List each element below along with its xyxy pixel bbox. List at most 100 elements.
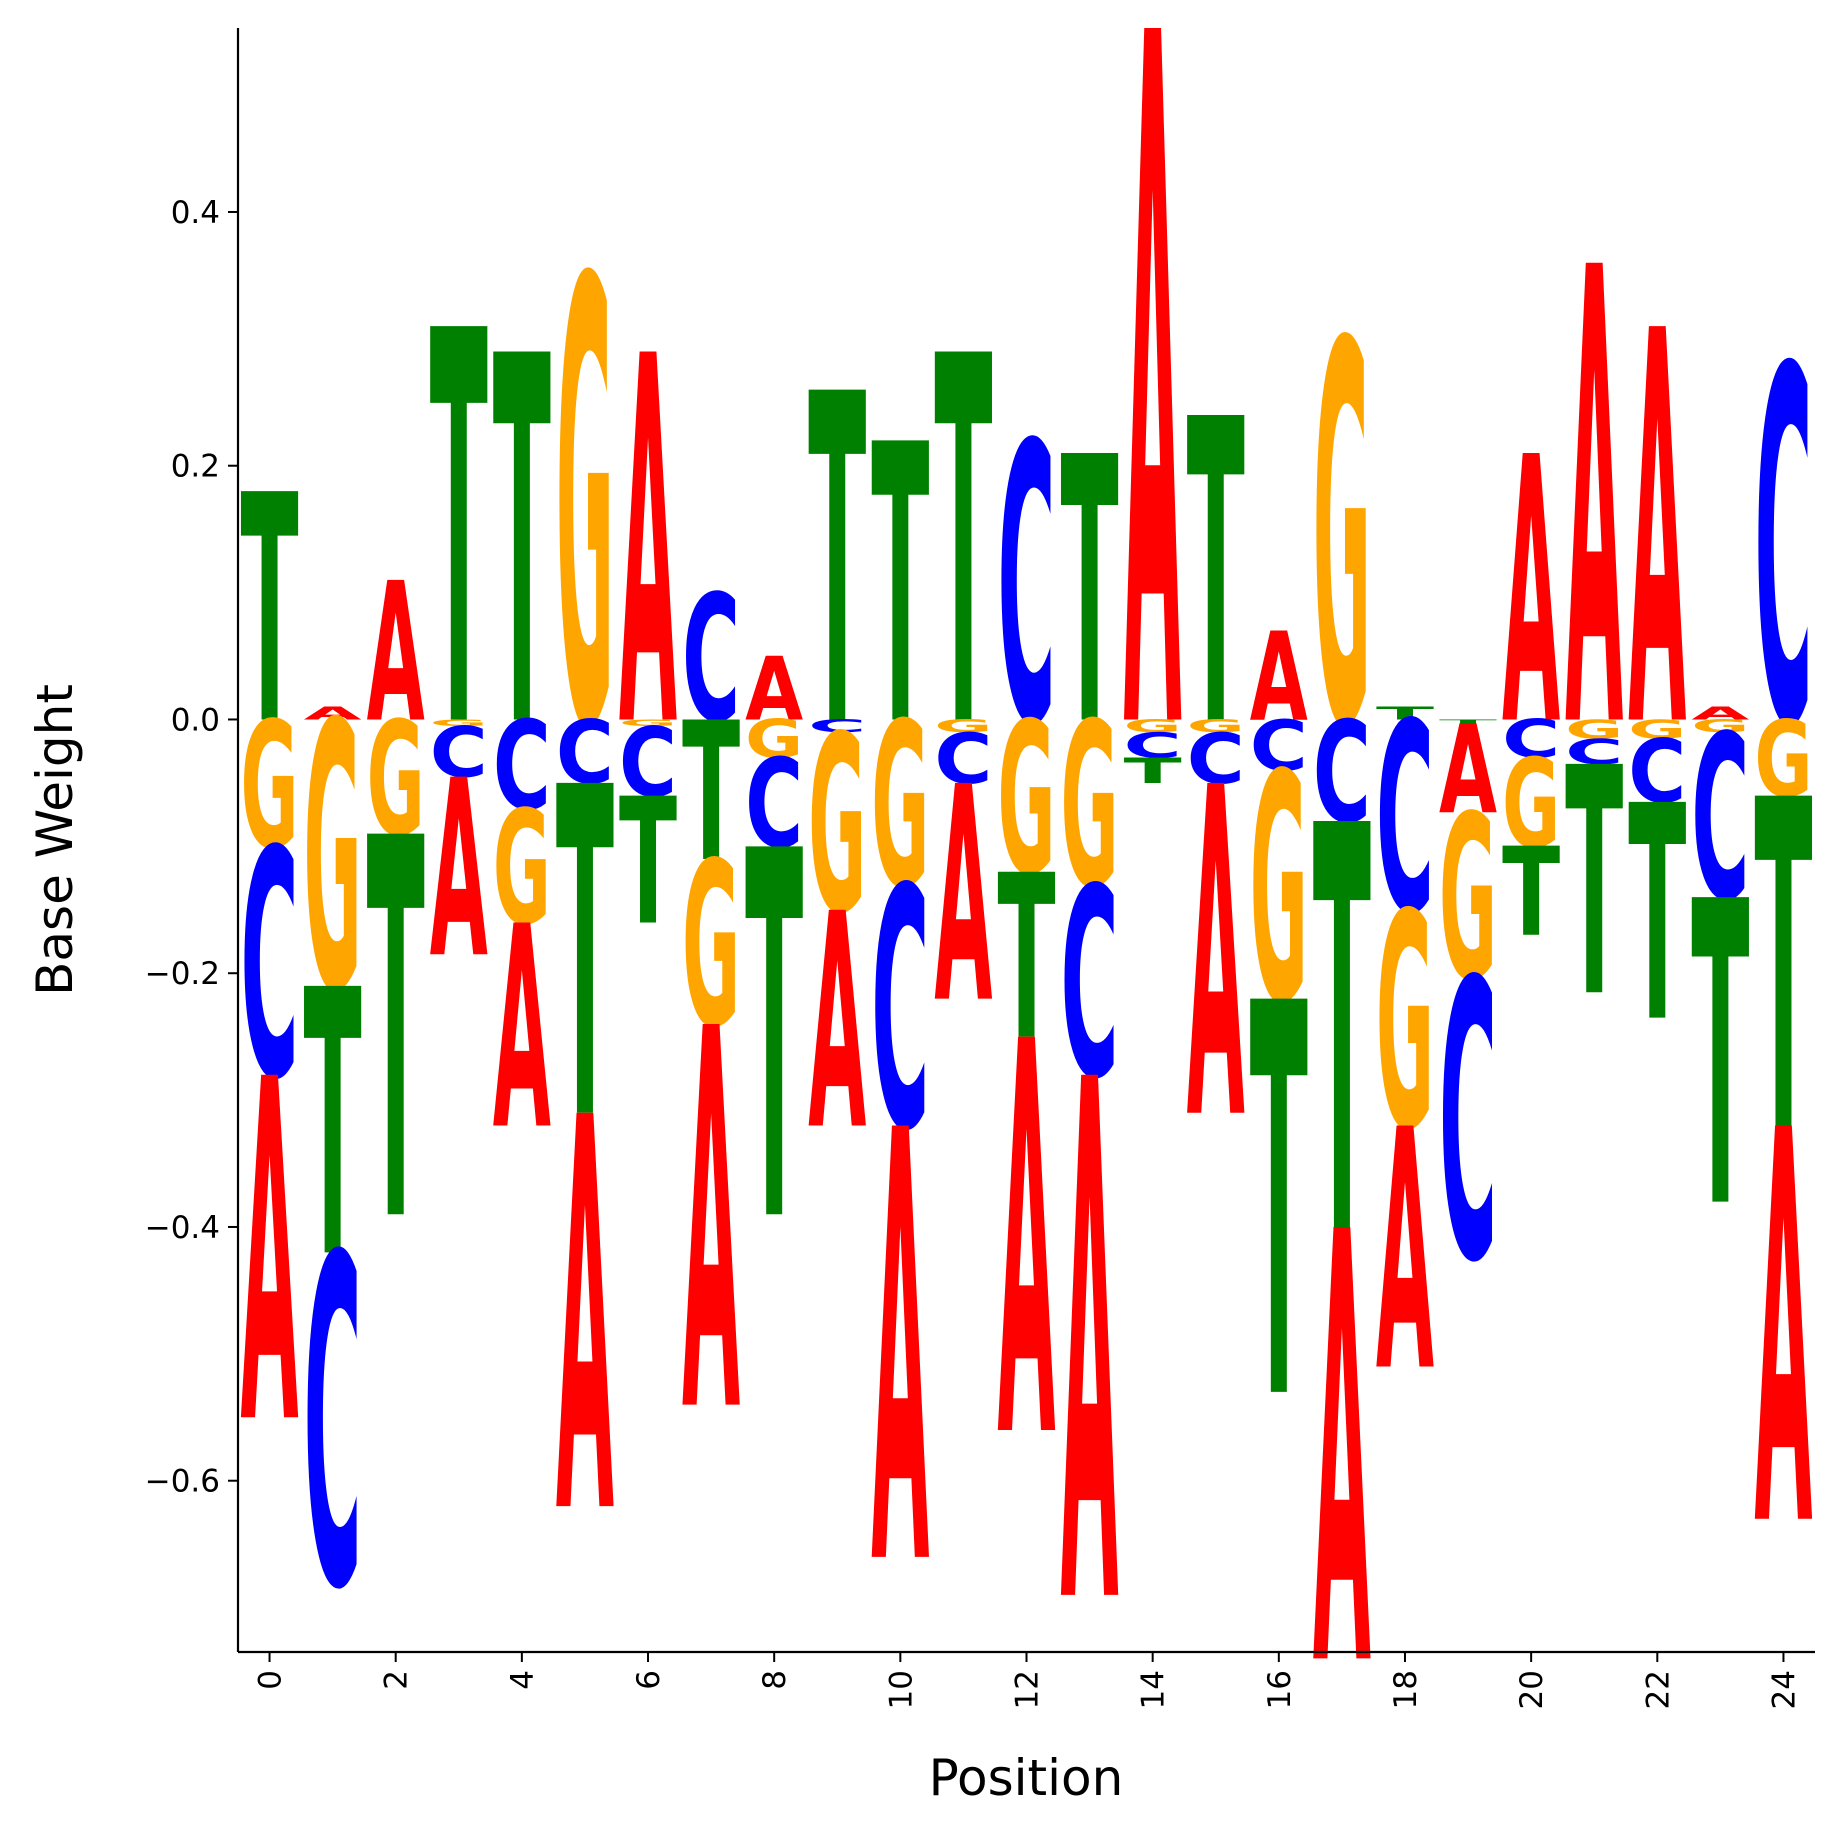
logo-letter-T: T [871,366,929,811]
logo-letter-C: C [241,784,299,1149]
logo-letter-G: G [745,709,803,770]
logo-letter-G: G [871,674,929,939]
logo-letter-A: A [745,640,803,741]
y-tick-label: 0.0 [171,702,220,738]
y-tick-label: −0.4 [145,1210,220,1246]
logo-letter-C: C [1502,709,1560,770]
logo-letter-G: G [1061,674,1119,939]
logo-letter-C: C [430,712,488,793]
logo-letter-G: G [304,649,362,1074]
x-axis-title: Position [929,1749,1124,1807]
x-tick-label: 6 [631,1670,667,1690]
logo-letter-A: A [1628,218,1687,847]
logo-letter-A: A [1691,703,1749,723]
logo-letter-T: T [745,747,804,1334]
logo-letter-C: C [1376,669,1434,972]
logo-letter-T: T [1565,703,1623,1067]
logo-letter-T: T [241,430,299,794]
logo-letter-C: C [745,735,803,876]
logo-letter-A: A [1124,0,1183,944]
logo-letter-A: A [1187,694,1246,1220]
logo-letter-C: C [1754,269,1812,836]
logo-letter-C: C [1628,721,1686,823]
y-axis-title: Base Weight [26,684,84,996]
logo-letter-C: C [493,697,551,838]
logo-letter-A: A [808,851,866,1195]
logo-letter-G: G [682,813,740,1078]
logo-letter-A: A [997,928,1056,1557]
logo-letter-G: G [1628,714,1686,744]
logo-letter-A: A [1061,932,1120,1763]
logo-letter-G: G [1439,766,1497,1031]
logo-letter-G: G [1250,708,1308,1074]
logo-letter-T: T [304,914,362,1340]
x-tick-label: 20 [1514,1670,1550,1709]
logo-letter-A: A [556,1005,615,1634]
logo-letter-C: C [1565,732,1623,772]
logo-letter-A: A [619,252,678,840]
logo-letter-T: T [367,731,426,1338]
logo-letter-G: G [1502,735,1560,876]
x-tick-label: 0 [253,1670,289,1690]
x-tick-label: 8 [757,1670,793,1690]
logo-letter-G: G [997,677,1055,921]
logo-letter-G: G [1691,716,1749,736]
logo-letter-T: T [1754,706,1813,1233]
logo-letter-T: T [430,221,489,848]
logo-letter-C: C [1691,687,1749,950]
logo-letters: TGCAAGTCAGTTGCATCGAGCTAAGCTCTGAAGCTTCGAT… [241,0,1813,1799]
logo-letter-T: T [1439,719,1497,725]
logo-letter-A: A [1565,140,1624,869]
logo-letter-A: A [1754,1017,1813,1646]
logo-letter-C: C [682,559,740,761]
x-tick-label: 16 [1262,1670,1298,1709]
logo-letter-G: G [241,686,299,888]
logo-letter-T: T [1628,744,1686,1088]
logo-letter-A: A [1376,1059,1434,1445]
logo-letter-G: G [556,156,614,864]
logo-letter-G: G [1376,850,1434,1195]
logo-letter-C: C [556,702,614,804]
x-ticks: 0 2 4 6 8 10 12 14 16 18 20 22 24 [253,1652,1802,1709]
logo-letter-T: T [556,693,615,1220]
logo-letter-G: G [934,716,992,736]
logo-letter-A: A [934,724,992,1068]
logo-letter-T: T [493,252,552,839]
logo-letter-T: T [934,252,993,839]
logo-letter-G: G [1313,235,1371,843]
logo-letter-G: G [430,718,488,728]
logo-letter-C: C [1124,726,1182,766]
logo-letter-C: C [1439,902,1497,1348]
logo-letter-T: T [682,681,740,905]
logo-letter-G: G [1187,716,1245,736]
logo-letter-G: G [1754,700,1812,822]
x-tick-label: 10 [883,1670,919,1709]
logo-letter-A: A [1250,606,1308,748]
logo-letter-T: T [1502,822,1560,965]
logo-letter-A: A [304,703,362,723]
x-tick-label: 24 [1766,1670,1802,1709]
logo-letter-A: A [1439,699,1497,841]
logo-letter-A: A [241,983,300,1529]
logo-letter-A: A [430,728,488,1012]
logo-letter-G: G [1124,716,1182,736]
logo-letter-A: A [871,1010,930,1697]
y-tick-label: 0.2 [171,449,220,485]
logo-letter-C: C [304,1163,362,1690]
logo-letter-G: G [367,688,425,871]
logo-letter-C: C [997,365,1055,811]
x-tick-label: 4 [505,1670,541,1690]
y-tick-label: 0.4 [171,195,220,231]
y-tick-label: −0.6 [145,1464,220,1500]
logo-letter-T: T [1376,704,1434,724]
logo-letter-C: C [1187,718,1245,799]
y-ticks: 0.4 0.2 0.0 −0.2 −0.4 −0.6 [145,195,238,1500]
logo-letter-T: T [808,300,867,827]
logo-letter-C: C [1250,706,1308,787]
logo-letter-C: C [871,819,929,1204]
logo-letter-A: A [1502,381,1561,806]
x-tick-label: 18 [1388,1670,1424,1709]
logo-letter-G: G [808,684,866,968]
logo-letter-T: T [619,762,677,964]
